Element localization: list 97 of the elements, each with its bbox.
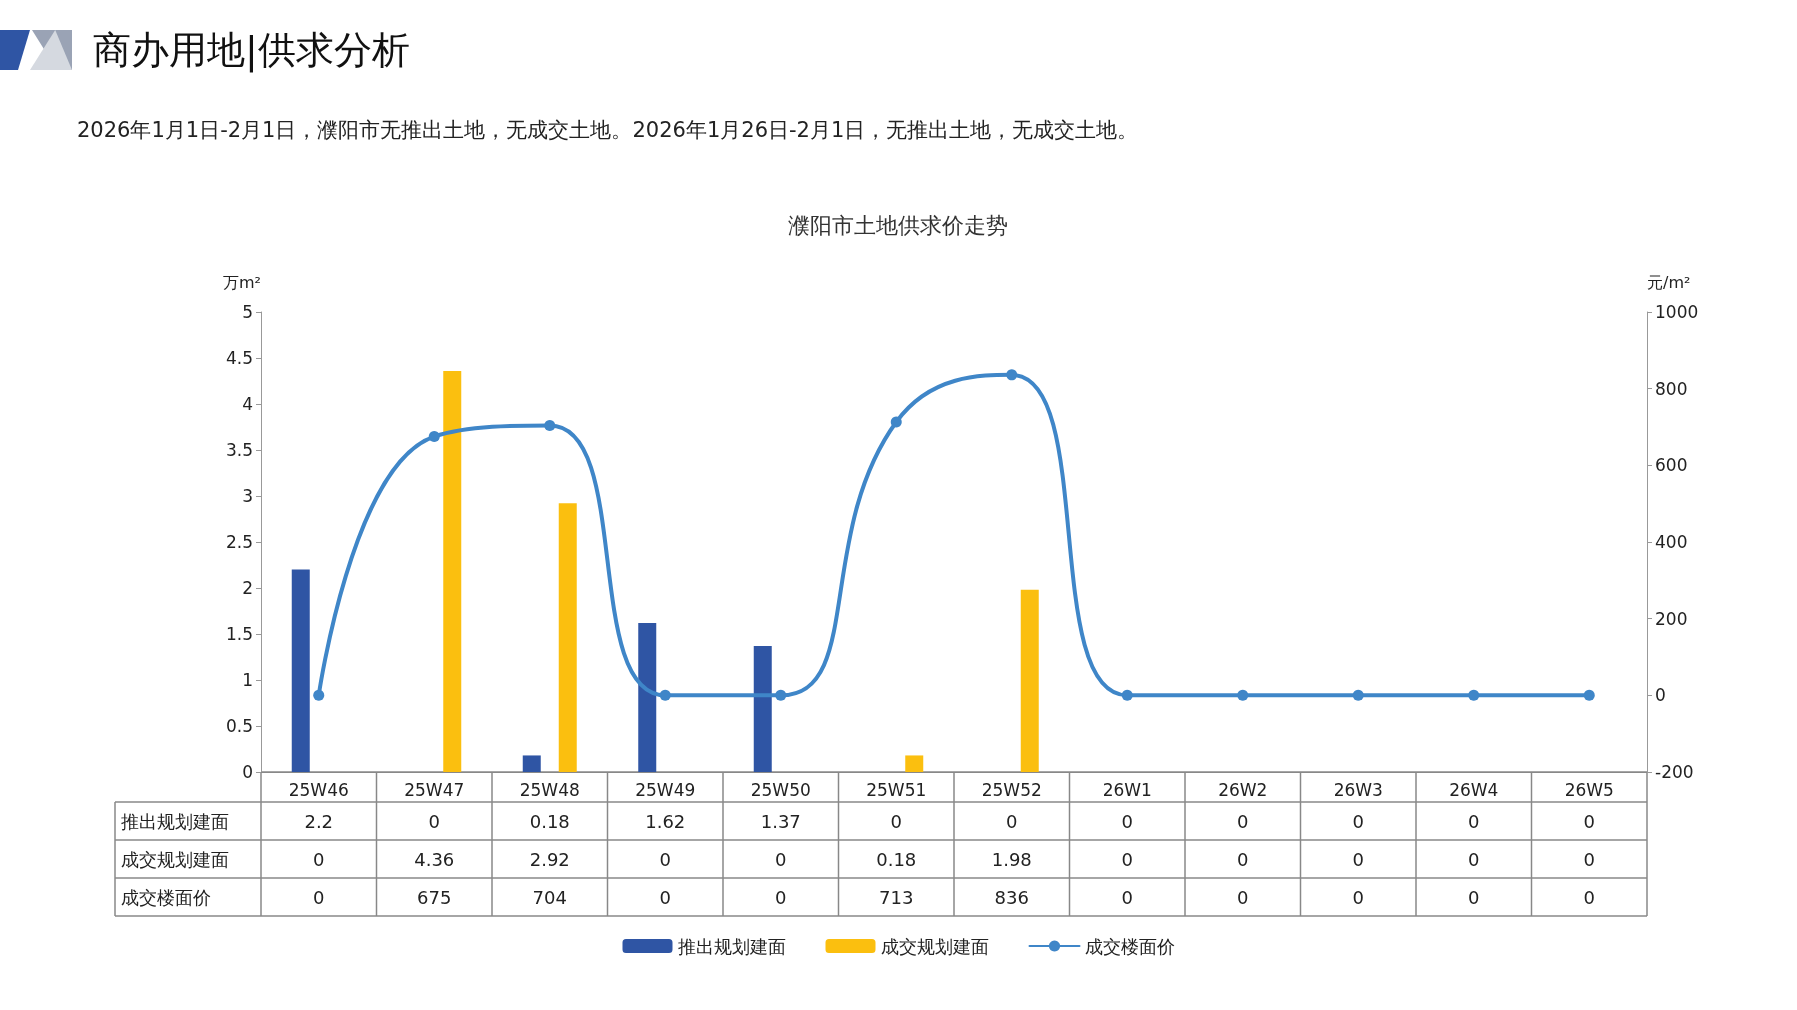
point xyxy=(775,689,787,701)
data-label: 0 xyxy=(1121,848,1133,870)
y2-tick-label: 1000 xyxy=(1655,302,1699,322)
y-tick-label: 2.5 xyxy=(225,532,253,552)
point xyxy=(1468,689,1480,701)
point xyxy=(1121,689,1133,701)
data-label: 0 xyxy=(1121,810,1133,832)
data-label: 1.98 xyxy=(991,848,1032,870)
y-tick-label: 3.5 xyxy=(225,440,253,460)
data-label: 4.36 xyxy=(414,848,455,870)
text: 成交规划建面 xyxy=(121,848,229,870)
x-tick-label: 26W2 xyxy=(1218,779,1268,800)
data-label: 2.2 xyxy=(304,810,334,832)
point xyxy=(1237,689,1249,701)
y-tick-label: 1.5 xyxy=(225,624,253,644)
y-tick-label: 0.5 xyxy=(225,716,253,736)
text: 濮阳市土地供求价走势 xyxy=(788,212,1008,238)
x-tick-label: 25W51 xyxy=(866,779,927,800)
data-label: 704 xyxy=(532,886,567,908)
data-label: 713 xyxy=(879,886,914,908)
x-tick-label: 26W3 xyxy=(1333,779,1383,800)
data-label: 0 xyxy=(775,848,787,870)
data-label: 0 xyxy=(1237,848,1249,870)
data-label: 0.18 xyxy=(876,848,917,870)
point xyxy=(1006,369,1018,381)
y2-tick-label: -200 xyxy=(1655,762,1694,782)
y2-tick-label: 800 xyxy=(1655,378,1688,399)
bar xyxy=(1020,589,1039,772)
data-label: 0 xyxy=(1006,810,1018,832)
data-label: 0 xyxy=(1583,848,1595,870)
bar xyxy=(638,622,657,772)
point xyxy=(659,689,671,701)
x-tick-label: 26W4 xyxy=(1449,779,1499,800)
data-label: 0 xyxy=(1237,810,1249,832)
data-label: 0 xyxy=(1468,886,1480,908)
y2-axis-title: 元/m² xyxy=(1647,272,1691,292)
y-tick-label: 1 xyxy=(242,670,253,690)
data-label: 0 xyxy=(428,810,440,832)
data-label: 0 xyxy=(1352,886,1364,908)
data-label: 0 xyxy=(775,886,787,908)
data-label: 0 xyxy=(890,810,902,832)
data-label: 675 xyxy=(417,886,452,908)
y2-tick-label: 200 xyxy=(1655,608,1688,629)
data-label: 0 xyxy=(1468,810,1480,832)
data-label: 0 xyxy=(1121,886,1133,908)
data-label: 0 xyxy=(1583,810,1595,832)
data-label: 0 xyxy=(313,886,325,908)
data-label: 0 xyxy=(313,848,325,870)
x-tick-label: 25W52 xyxy=(981,779,1042,800)
data-label: 0.18 xyxy=(529,810,570,832)
y-tick-label: 2 xyxy=(242,578,253,598)
x-tick-label: 25W47 xyxy=(404,779,465,800)
chart-subtitle: 2026年1月1日-2月1日，濮阳市无推出土地，无成交土地。2026年1月26日-2月1日，无推出土地，无成交土地。 xyxy=(77,117,1139,142)
legend-label: 推出规划建面 xyxy=(677,935,786,957)
y-axis-title: 万m² xyxy=(223,272,261,292)
bar xyxy=(905,755,924,772)
bar xyxy=(558,503,577,772)
x-tick-label: 25W46 xyxy=(288,779,349,800)
text: 推出规划建面 xyxy=(121,810,229,832)
data-label: 2.92 xyxy=(529,848,570,870)
x-tick-label: 25W50 xyxy=(750,779,811,800)
bar xyxy=(753,645,772,772)
x-tick-label: 26W1 xyxy=(1102,779,1152,800)
data-label: 0 xyxy=(1583,886,1595,908)
bar xyxy=(522,755,541,772)
data-label: 836 xyxy=(994,886,1029,908)
y-tick-label: 5 xyxy=(242,302,253,322)
legend-label: 成交规划建面 xyxy=(880,935,989,957)
data-label: 0 xyxy=(1237,886,1249,908)
data-label: 0 xyxy=(659,886,671,908)
data-label: 0 xyxy=(659,848,671,870)
point xyxy=(890,416,902,428)
data-label: 0 xyxy=(1352,848,1364,870)
bar xyxy=(291,569,310,772)
y-tick-label: 4 xyxy=(242,394,253,414)
data-label: 1.37 xyxy=(760,810,801,832)
bar xyxy=(443,370,462,772)
data-label: 0 xyxy=(1352,810,1364,832)
data-label: 1.62 xyxy=(645,810,686,832)
x-tick-label: 25W49 xyxy=(635,779,696,800)
data-label: 0 xyxy=(1468,848,1480,870)
legend-label: 成交楼面价 xyxy=(1084,935,1175,957)
y2-tick-label: 400 xyxy=(1655,532,1688,552)
y2-tick-label: 600 xyxy=(1655,455,1688,476)
point xyxy=(313,689,325,701)
point xyxy=(428,431,440,443)
y2-tick-label: 0 xyxy=(1655,685,1666,706)
point xyxy=(1352,689,1364,701)
point xyxy=(544,419,556,431)
x-tick-label: 25W48 xyxy=(519,779,580,800)
text: 成交楼面价 xyxy=(121,886,211,908)
y-tick-label: 4.5 xyxy=(225,348,253,368)
point xyxy=(1583,689,1595,701)
chart-title: 商办用地|供求分析 xyxy=(93,28,410,73)
y-tick-label: 0 xyxy=(242,762,253,782)
y-tick-label: 3 xyxy=(242,486,253,506)
x-tick-label: 26W5 xyxy=(1564,779,1614,800)
